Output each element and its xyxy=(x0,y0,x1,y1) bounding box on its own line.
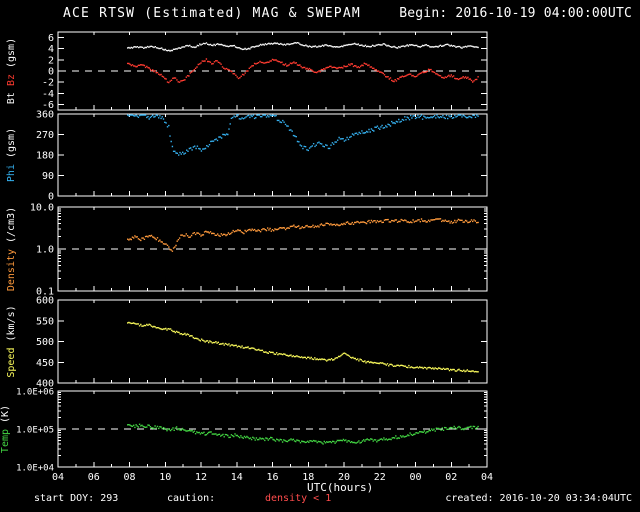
y-axis-label: Speed (km/s) xyxy=(6,305,17,377)
x-tick-label: 22 xyxy=(374,472,386,483)
y-tick-label: 600 xyxy=(36,296,54,307)
panel-speed: 600 550 500 450 400 Speed (km/s) xyxy=(6,296,488,390)
series-phi xyxy=(126,114,479,156)
series-points xyxy=(126,321,479,373)
y-tick-label: -4 xyxy=(42,89,54,100)
page-title: ACE RTSW (Estimated) MAG & SWEPAM xyxy=(63,6,361,21)
y-tick-label: 1.0E+04 xyxy=(16,464,54,474)
y-tick-label: 2 xyxy=(48,55,54,66)
y-tick-label: 500 xyxy=(36,337,54,348)
panel-phi: 360 270 180 90 0 Phi (gsm) xyxy=(6,110,488,203)
series-points xyxy=(126,114,479,156)
start-doy-label: start DOY: 293 xyxy=(34,493,119,504)
panel-border xyxy=(57,113,488,197)
y-tick-label: 6 xyxy=(48,33,54,44)
series-density xyxy=(126,218,479,252)
x-tick-label: 18 xyxy=(302,472,314,483)
series-bt xyxy=(126,42,479,52)
y-tick-label: 1.0E+06 xyxy=(16,388,54,398)
y-tick-label: 360 xyxy=(36,110,54,121)
caution-label: caution: xyxy=(167,493,216,504)
x-tick-label: 20 xyxy=(338,472,350,483)
series-points xyxy=(126,423,479,445)
x-tick-label: 06 xyxy=(88,472,100,483)
y-tick-label: 400 xyxy=(36,379,54,390)
series-points xyxy=(126,42,479,52)
series-temp xyxy=(126,423,479,445)
panel-border xyxy=(57,299,488,384)
y-tick-label: 10.0 xyxy=(30,203,54,214)
caution-message: density < 1 xyxy=(265,493,332,504)
series-speed xyxy=(126,321,479,373)
y-tick-label: 0 xyxy=(48,192,54,203)
y-tick-label: -2 xyxy=(42,78,54,89)
x-tick-label: 08 xyxy=(123,472,135,483)
y-tick-label: 450 xyxy=(36,358,54,369)
x-axis-labels: 04 06 08 10 12 14 16 18 20 22 00 02 04 xyxy=(52,472,493,483)
y-tick-label: 0 xyxy=(48,67,54,78)
y-tick-label: 0.1 xyxy=(36,287,54,298)
x-axis-title: UTC(hours) xyxy=(307,481,374,494)
created-timestamp: created: 2016-10-20 03:34:04UTC xyxy=(445,493,632,504)
x-tick-label: 02 xyxy=(445,472,457,483)
x-tick-label: 04 xyxy=(481,472,493,483)
x-tick-label: 04 xyxy=(52,472,64,483)
y-tick-label: 180 xyxy=(36,151,54,162)
y-axis-label: Temp (K) xyxy=(0,405,11,453)
y-tick-label: 550 xyxy=(36,316,54,327)
series-points xyxy=(126,218,479,252)
x-tick-label: 16 xyxy=(266,472,278,483)
x-tick-label: 12 xyxy=(195,472,207,483)
y-tick-label: 270 xyxy=(36,130,54,141)
y-tick-label: 1.0 xyxy=(36,245,54,256)
y-tick-label: 1.0E+05 xyxy=(16,426,54,436)
y-axis-label: Bt Bz (gsm) xyxy=(6,38,17,104)
x-tick-label: 00 xyxy=(409,472,421,483)
y-tick-label: 90 xyxy=(42,171,54,182)
panel-density: 10.0 1.0 0.1 Density (/cm3) xyxy=(6,203,488,298)
y-axis-label: Density (/cm3) xyxy=(6,207,17,291)
panel-temp: 1.0E+06 1.0E+05 1.0E+04 Temp (K) xyxy=(0,388,488,474)
begin-timestamp: Begin: 2016-10-19 04:00:00UTC xyxy=(399,6,632,21)
x-tick-label: 10 xyxy=(159,472,171,483)
y-axis-label: Phi (gsm) xyxy=(6,128,17,182)
y-tick-label: -6 xyxy=(42,100,54,111)
x-tick-label: 14 xyxy=(231,472,243,483)
y-tick-label: 4 xyxy=(48,44,54,55)
